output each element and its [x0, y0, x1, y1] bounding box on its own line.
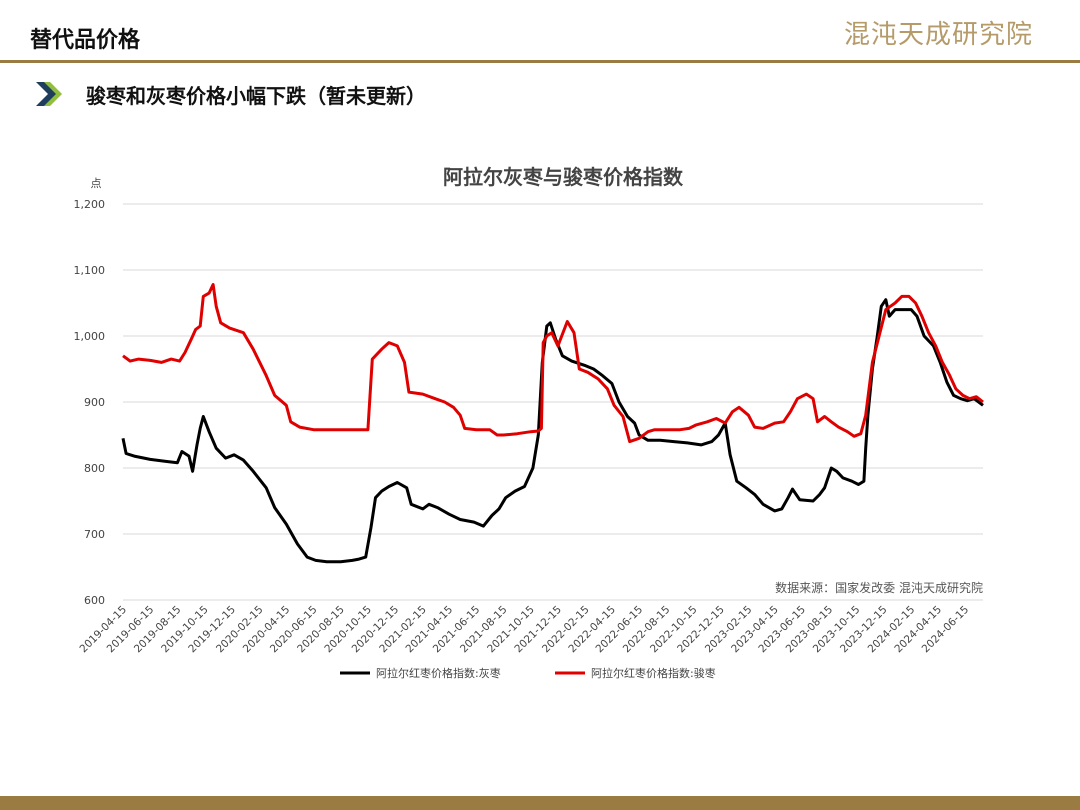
y-axis-unit: 点	[91, 177, 102, 190]
brand-logo: 混沌天成研究院	[844, 20, 1033, 50]
y-tick-label: 1,200	[74, 198, 106, 211]
chevron-right-icon	[36, 82, 62, 106]
logo-text: 混沌天成研究院	[844, 20, 1033, 50]
section-subtitle: 骏枣和灰枣价格小幅下跌（暂未更新）	[86, 84, 426, 108]
y-tick-label: 800	[84, 462, 105, 475]
header-divider	[0, 60, 1080, 63]
series-line-jun-jujube	[122, 283, 984, 444]
source-note: 数据来源：国家发改委 混沌天成研究院	[775, 580, 983, 595]
series-line-grey-jujube	[121, 298, 984, 564]
legend-label: 阿拉尔红枣价格指数:灰枣	[376, 666, 501, 680]
footer-bar	[0, 796, 1080, 810]
y-tick-label: 900	[84, 396, 105, 409]
y-tick-label: 1,100	[74, 264, 106, 277]
page-title: 替代品价格	[30, 28, 141, 53]
y-tick-label: 700	[84, 528, 105, 541]
chart-title: 阿拉尔灰枣与骏枣价格指数	[443, 165, 684, 189]
y-tick-label: 600	[84, 594, 105, 607]
legend-label: 阿拉尔红枣价格指数:骏枣	[591, 666, 716, 680]
y-tick-label: 1,000	[74, 330, 106, 343]
